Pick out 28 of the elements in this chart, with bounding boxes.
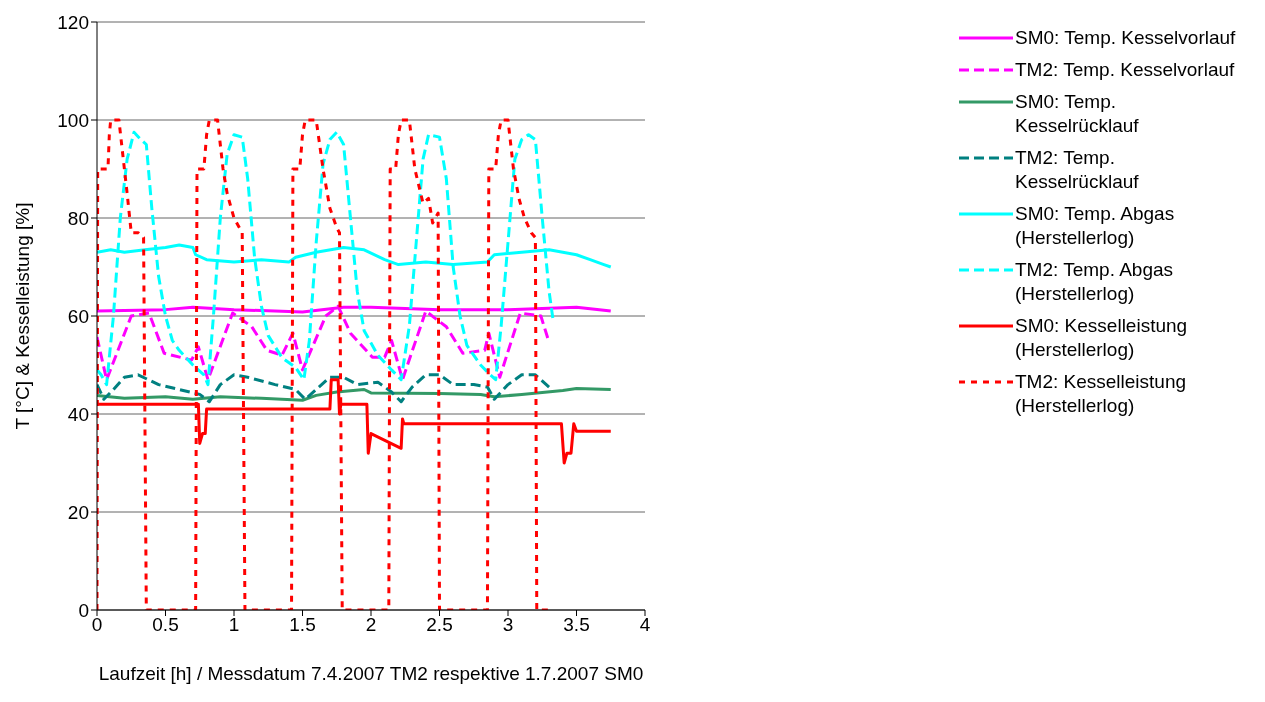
- legend-label: TM2: Temp. Abgas (Herstellerlog): [1015, 258, 1175, 306]
- x-tick-label: 1: [228, 614, 240, 636]
- y-tick-label: 40: [67, 403, 89, 425]
- y-tick-label: 100: [57, 109, 89, 131]
- y-axis-title: T [°C] & Kesselleistung [%]: [11, 202, 33, 430]
- legend-label: TM2: Temp. Kesselvorlauf: [1015, 58, 1236, 82]
- legend-label: SM0: Kesselleistung (Herstellerlog): [1015, 314, 1189, 362]
- x-tick-label: 2: [365, 614, 377, 636]
- x-tick-label: 2.5: [426, 614, 453, 636]
- x-axis-title: Laufzeit [h] / Messdatum 7.4.2007 TM2 respektive 1.7.2007 SM0: [98, 663, 644, 684]
- y-tick-label: 60: [67, 305, 89, 327]
- legend-label: TM2: Temp. Kesselrücklauf: [1015, 146, 1140, 194]
- x-tick-label: 4: [639, 614, 651, 636]
- legend-label: SM0: Temp. Abgas (Herstellerlog): [1015, 202, 1176, 250]
- y-tick-label: 80: [67, 207, 89, 229]
- y-tick-label: 120: [57, 11, 89, 33]
- x-tick-label: 1.5: [289, 614, 316, 636]
- line-series: [97, 373, 551, 404]
- x-tick-label: 3: [502, 614, 514, 636]
- x-tick-label: 3.5: [563, 614, 590, 636]
- line-series: [97, 387, 613, 402]
- y-tick-label: 0: [78, 599, 89, 621]
- y-tick-label: 20: [67, 501, 89, 523]
- legend-label: TM2: Kesselleistung (Herstellerlog): [1015, 370, 1188, 418]
- x-tick-label: 0: [91, 614, 103, 636]
- legend-label: SM0: Temp. Kesselvorlauf: [1015, 26, 1237, 50]
- legend-label: SM0: Temp. Kesselrücklauf: [1015, 90, 1140, 138]
- x-tick-label: 0.5: [152, 614, 179, 636]
